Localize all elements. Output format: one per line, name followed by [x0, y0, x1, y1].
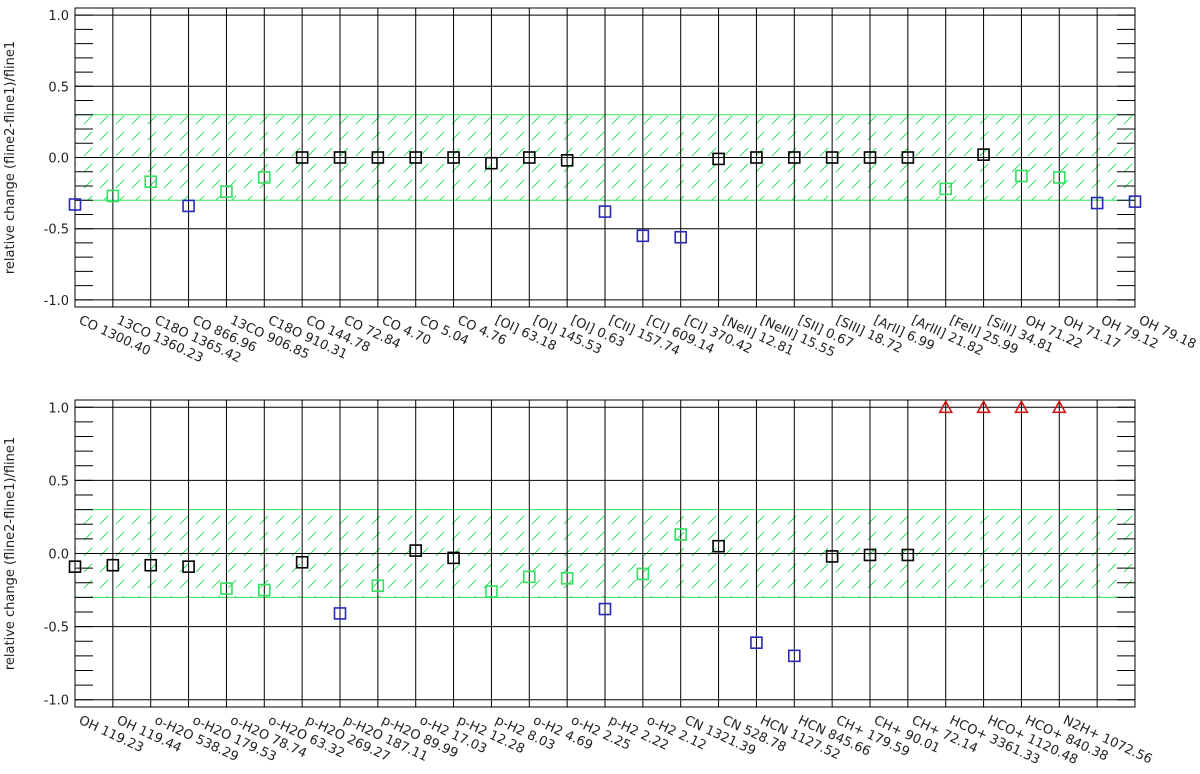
square-marker	[1090, 196, 1104, 210]
square-marker	[712, 152, 725, 166]
square-marker	[560, 154, 574, 167]
square-marker	[825, 550, 839, 563]
square-marker	[371, 579, 385, 592]
square-marker	[901, 548, 915, 562]
triangle-marker	[1051, 399, 1067, 414]
y-tick-label: 0.5	[48, 80, 69, 95]
square-marker	[144, 175, 158, 189]
square-marker	[182, 560, 195, 573]
square-marker	[220, 582, 233, 595]
y-tick-label: -1.0	[44, 694, 69, 709]
square-marker	[182, 199, 195, 213]
square-marker	[901, 151, 915, 164]
square-marker	[144, 558, 158, 572]
square-marker	[750, 636, 763, 649]
plot-frame	[74, 7, 1136, 308]
square-marker	[485, 585, 498, 598]
square-marker	[1128, 195, 1142, 208]
square-marker	[750, 151, 763, 164]
square-marker	[787, 151, 801, 164]
square-marker	[863, 151, 877, 164]
square-marker	[333, 607, 347, 620]
y-tick-label: 0.5	[48, 474, 69, 489]
triangle-marker	[976, 399, 991, 414]
square-marker	[371, 151, 385, 164]
square-marker	[447, 551, 460, 565]
square-marker	[295, 151, 309, 164]
square-marker	[68, 198, 82, 211]
square-marker	[977, 148, 990, 161]
square-marker	[636, 567, 650, 581]
square-marker	[106, 189, 120, 203]
square-marker	[257, 171, 271, 184]
y-tick-label: 0.0	[48, 152, 69, 167]
y-tick-label: 0.0	[48, 548, 69, 563]
square-marker	[333, 151, 347, 164]
square-marker	[636, 229, 650, 243]
square-marker	[939, 182, 953, 196]
square-marker	[220, 185, 233, 198]
square-marker	[1052, 171, 1066, 184]
triangle-marker	[1014, 399, 1029, 414]
square-marker	[825, 151, 839, 164]
square-marker	[598, 205, 612, 218]
square-marker	[409, 151, 423, 164]
square-marker	[787, 649, 801, 663]
square-marker	[598, 602, 612, 616]
y-axis-label: relative change (fline2-fline1)/fline1	[3, 437, 18, 670]
plot-frame	[74, 399, 1136, 708]
y-tick-label: -0.5	[44, 223, 69, 238]
square-marker	[522, 570, 536, 584]
square-marker	[560, 572, 574, 585]
square-marker	[68, 560, 82, 573]
y-tick-label: 1.0	[48, 9, 69, 24]
square-marker	[106, 558, 120, 572]
square-marker	[409, 544, 423, 557]
square-marker	[674, 230, 688, 244]
square-marker	[863, 548, 877, 562]
square-marker	[257, 583, 271, 597]
triangle-marker	[938, 399, 954, 414]
y-tick-label: -0.5	[44, 621, 69, 636]
square-marker	[674, 528, 688, 541]
y-axis-label: relative change (fline2-fline1)/fline1	[3, 41, 18, 274]
square-marker	[1015, 169, 1028, 183]
square-marker	[295, 555, 309, 569]
square-marker	[712, 539, 725, 553]
square-marker	[485, 156, 498, 170]
y-tick-label: -1.0	[44, 294, 69, 309]
square-marker	[522, 151, 536, 164]
y-tick-label: 1.0	[48, 401, 69, 416]
square-marker	[447, 151, 460, 164]
